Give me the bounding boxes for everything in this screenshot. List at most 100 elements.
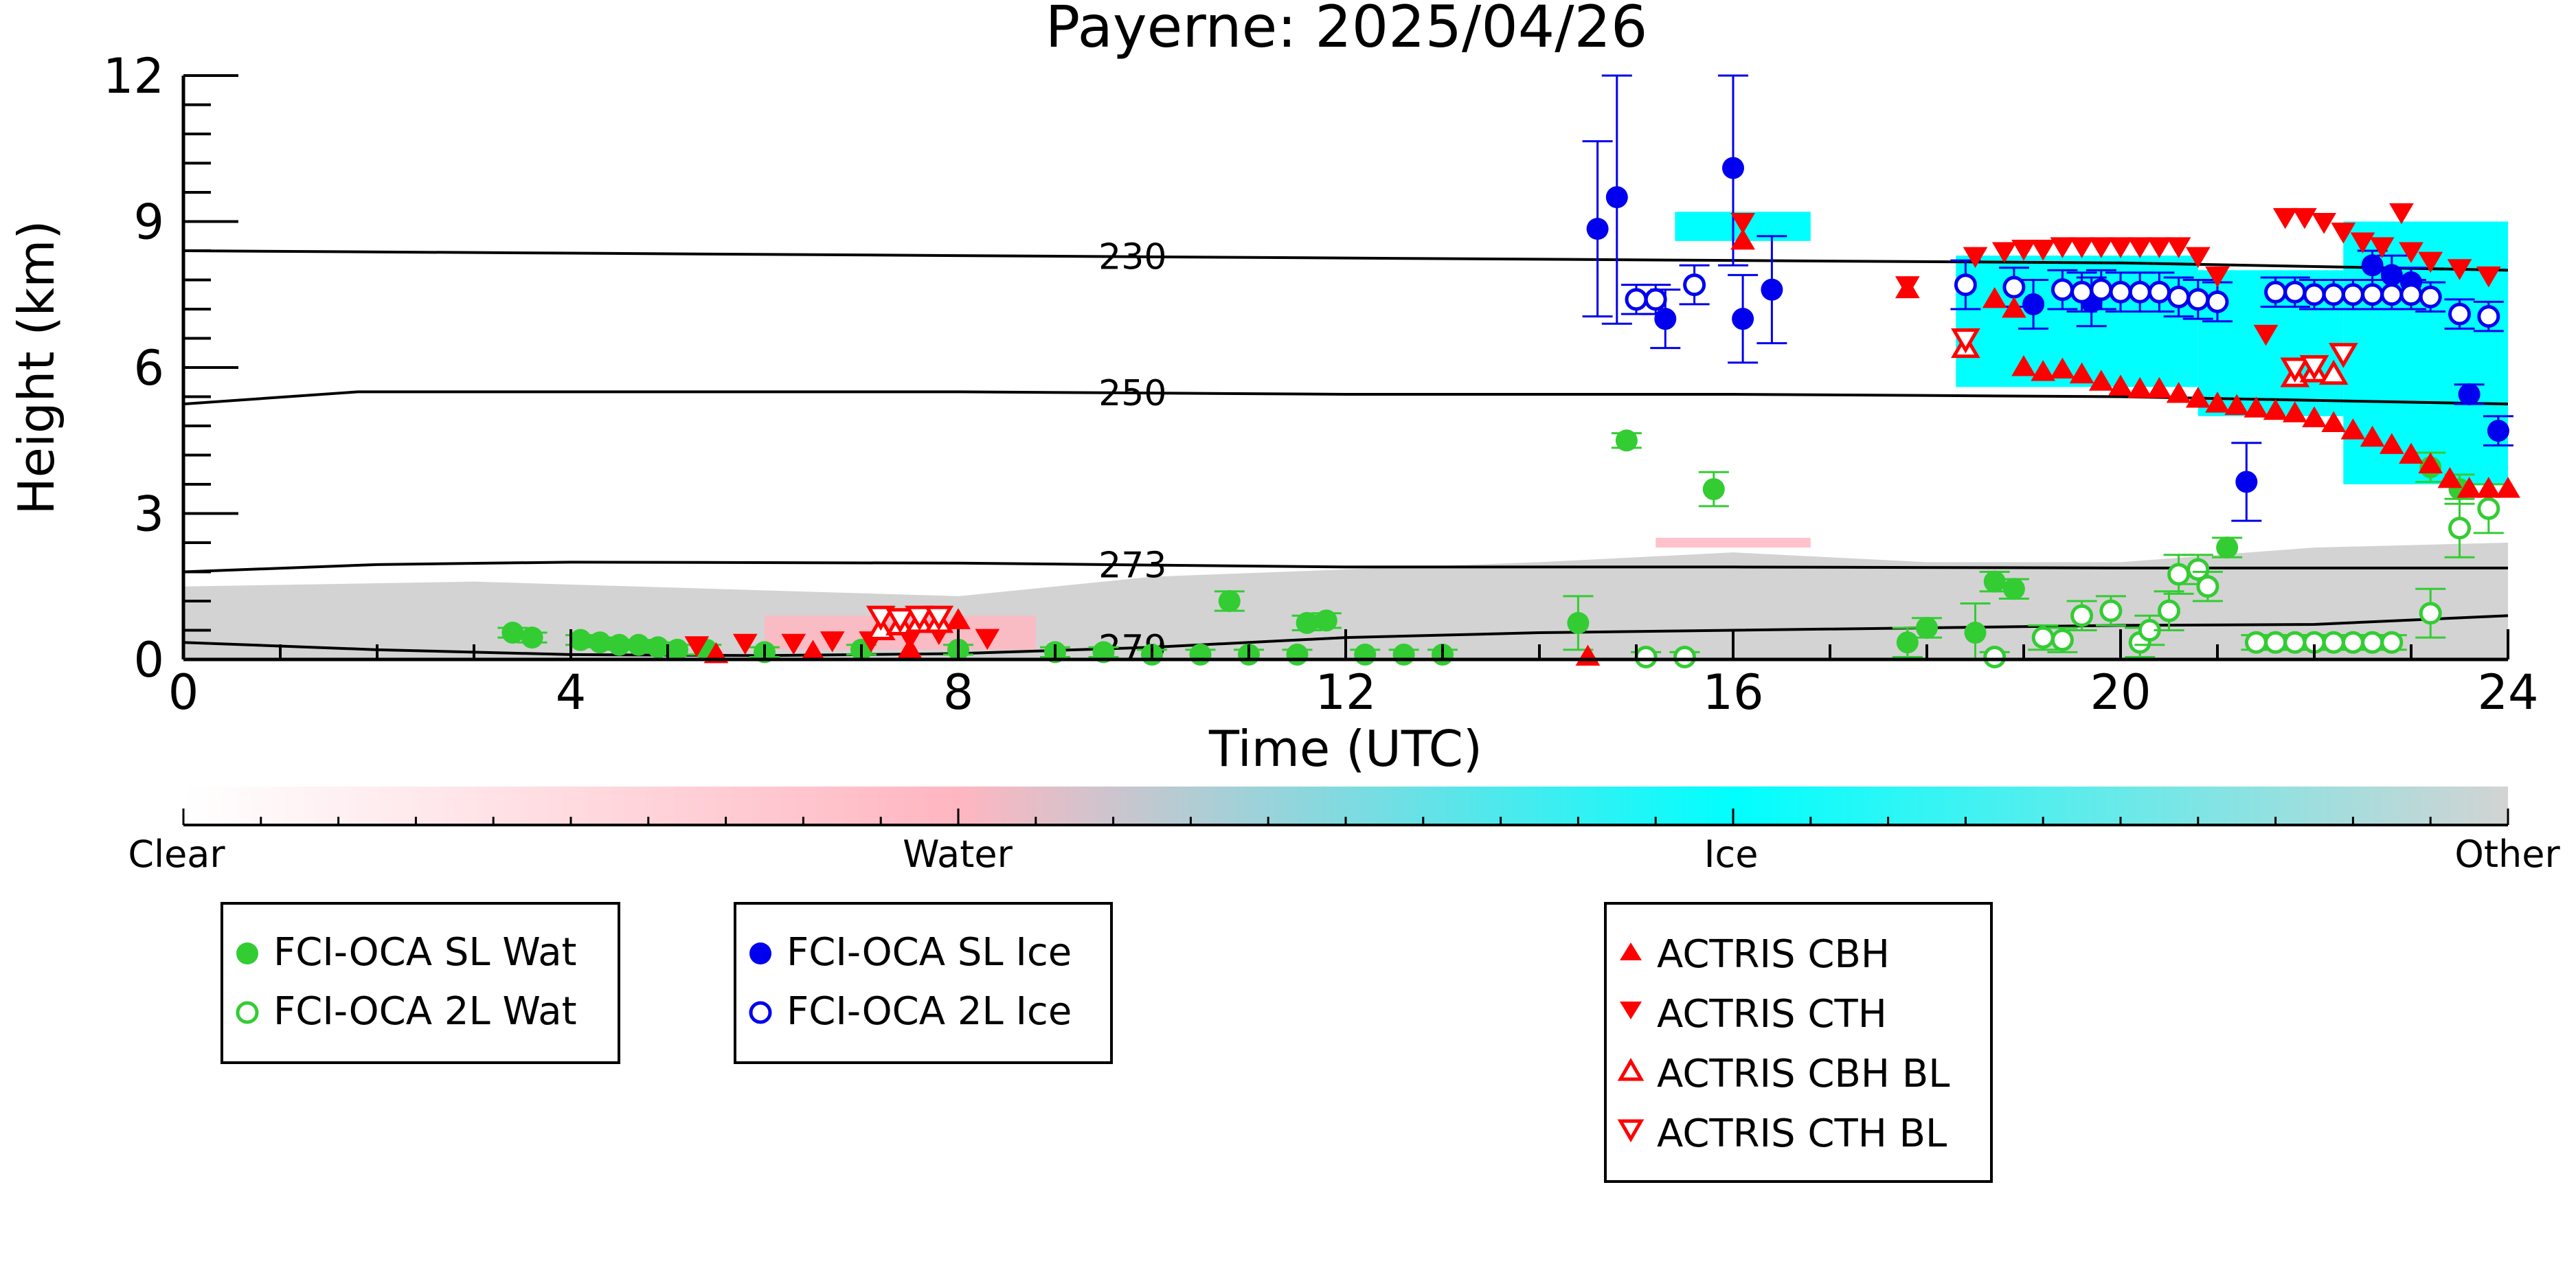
contour-label-250: 250 bbox=[1098, 373, 1166, 414]
data-point bbox=[2303, 283, 2326, 306]
colorbar: Clear Water Ice Other bbox=[128, 787, 2560, 876]
data-point bbox=[2253, 324, 2279, 346]
data-point bbox=[905, 605, 934, 631]
data-point bbox=[2361, 254, 2384, 277]
data-point bbox=[2011, 355, 2036, 376]
data-point bbox=[2088, 237, 2114, 258]
x-axis-label: Time (UTC) bbox=[1208, 720, 1482, 778]
y-tick-label: 0 bbox=[133, 632, 164, 688]
data-point bbox=[2147, 280, 2171, 304]
x-tick-label: 16 bbox=[1702, 664, 1763, 721]
data-point bbox=[1354, 643, 1377, 666]
data-point bbox=[2235, 471, 2258, 493]
data-point bbox=[1683, 273, 1706, 297]
data-point bbox=[2312, 213, 2336, 234]
legend-actris: ACTRIS CBH ACTRIS CTH ACTRIS CBH BL ACTR… bbox=[1604, 902, 1993, 1183]
legend-label-2l-wat: FCI-OCA 2L Wat bbox=[273, 989, 577, 1034]
legend-label-sl-wat: FCI-OCA SL Wat bbox=[273, 930, 577, 975]
data-point bbox=[1963, 247, 1988, 269]
data-point bbox=[2108, 237, 2133, 258]
data-point bbox=[2224, 394, 2250, 416]
data-point bbox=[2108, 374, 2133, 396]
data-point bbox=[2022, 293, 2045, 315]
legend-marker-2l-wat bbox=[236, 1001, 259, 1024]
data-point bbox=[2011, 239, 2036, 261]
legend-marker-sl-wat bbox=[236, 942, 258, 964]
data-point bbox=[820, 631, 845, 653]
series-fci-oca-sl-ice bbox=[1582, 74, 2513, 522]
data-point bbox=[2299, 354, 2329, 381]
data-point bbox=[2331, 223, 2356, 244]
data-point bbox=[866, 605, 896, 631]
data-point bbox=[1702, 478, 1725, 501]
data-point bbox=[2205, 392, 2230, 413]
marker-layer bbox=[497, 74, 2520, 668]
data-point bbox=[2340, 418, 2366, 440]
data-point bbox=[1625, 288, 1648, 311]
data-point bbox=[2456, 477, 2482, 498]
legend-label-cbh: ACTRIS CBH bbox=[1657, 932, 1890, 977]
contour-label-230: 230 bbox=[1098, 237, 1166, 278]
data-point bbox=[2002, 578, 2025, 600]
data-point bbox=[2477, 497, 2500, 520]
y-tick-label: 12 bbox=[103, 48, 164, 104]
data-point bbox=[2002, 275, 2026, 299]
data-point bbox=[589, 631, 611, 654]
data-point bbox=[2292, 207, 2317, 229]
legend-marker-cbh-bl bbox=[1617, 1057, 1645, 1081]
data-point bbox=[1896, 631, 1919, 654]
data-point bbox=[885, 608, 915, 633]
x-tick-label: 8 bbox=[943, 664, 974, 721]
data-point bbox=[684, 636, 710, 657]
data-point bbox=[2167, 563, 2191, 586]
chart-title: Payerne: 2025/04/26 bbox=[1046, 0, 1648, 60]
data-point bbox=[2361, 283, 2384, 306]
data-point bbox=[2206, 290, 2229, 313]
y-tick-label: 3 bbox=[133, 486, 164, 543]
data-point bbox=[1654, 308, 1677, 330]
data-point bbox=[2050, 357, 2075, 379]
x-tick-label: 20 bbox=[2090, 664, 2151, 721]
legend-label-cbh-bl: ACTRIS CBH BL bbox=[1657, 1052, 1950, 1096]
data-point bbox=[2419, 285, 2442, 308]
y-axis-label: Height (km) bbox=[8, 221, 65, 515]
legend-marker-2l-ice bbox=[749, 1001, 772, 1024]
data-point bbox=[1954, 273, 1977, 297]
data-point bbox=[666, 638, 689, 661]
data-point bbox=[2264, 280, 2287, 304]
data-point bbox=[2302, 406, 2327, 427]
data-point bbox=[1730, 228, 1755, 250]
colorbar-label-clear: Clear bbox=[128, 833, 225, 876]
data-point bbox=[1218, 590, 1241, 612]
colorbar-label-other: Other bbox=[2454, 833, 2560, 876]
ice-region bbox=[1956, 256, 2198, 387]
data-point bbox=[732, 633, 758, 655]
data-point bbox=[1286, 643, 1309, 666]
data-point bbox=[2318, 359, 2349, 385]
data-point bbox=[2166, 237, 2191, 258]
contour-label-273: 273 bbox=[1098, 545, 1166, 586]
series-actris-cth-bl bbox=[866, 328, 2358, 633]
x-tick-label: 24 bbox=[2477, 664, 2538, 721]
data-point bbox=[2185, 387, 2211, 408]
data-point bbox=[2147, 237, 2172, 258]
data-point bbox=[1392, 643, 1415, 666]
data-point bbox=[2380, 283, 2404, 306]
data-point bbox=[2418, 251, 2443, 273]
legend-label-2l-ice: FCI-OCA 2L Ice bbox=[787, 989, 1072, 1034]
colorbar-label-water: Water bbox=[903, 833, 1013, 876]
data-point bbox=[1586, 218, 1609, 240]
data-point bbox=[1964, 622, 1987, 644]
data-point bbox=[2476, 477, 2501, 498]
data-point bbox=[2437, 466, 2463, 488]
data-point bbox=[2090, 278, 2113, 302]
data-point bbox=[1916, 616, 1938, 639]
data-point bbox=[2322, 283, 2345, 306]
data-point bbox=[2031, 360, 2056, 381]
data-point bbox=[1991, 242, 2017, 263]
legend-wat: FCI-OCA SL Wat FCI-OCA 2L Wat bbox=[221, 902, 620, 1064]
data-point bbox=[2050, 629, 2074, 652]
data-point bbox=[2128, 280, 2151, 304]
data-point bbox=[2476, 266, 2501, 288]
